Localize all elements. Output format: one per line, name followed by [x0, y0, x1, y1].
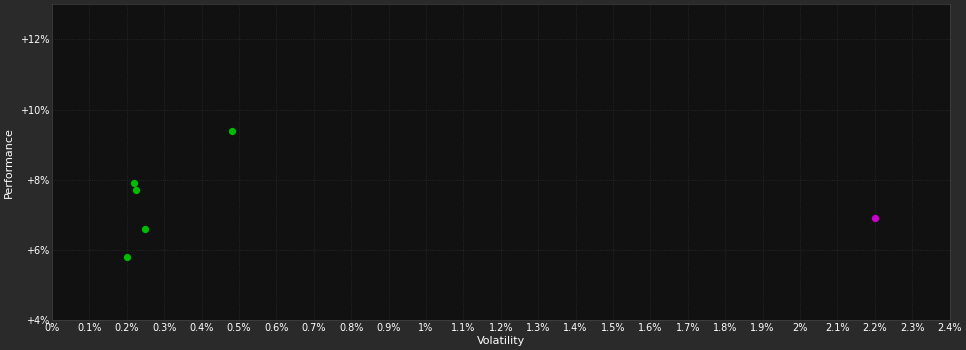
Point: [224, 128, 240, 133]
X-axis label: Volatility: Volatility: [476, 336, 525, 346]
Point: [127, 181, 142, 186]
Point: [119, 254, 134, 260]
Point: [138, 226, 154, 232]
Y-axis label: Performance: Performance: [4, 127, 14, 198]
Point: [128, 188, 144, 193]
Point: [867, 216, 883, 221]
